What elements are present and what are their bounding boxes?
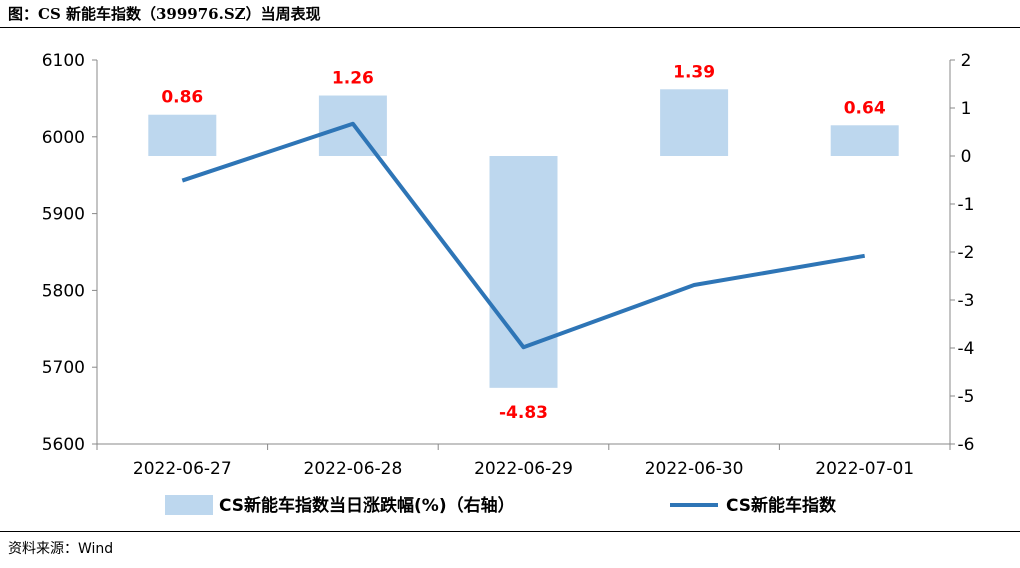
right-axis-tick-label: -2 [958, 243, 975, 263]
right-axis-tick-label: -6 [958, 435, 975, 455]
right-axis-tick-label: 1 [961, 99, 972, 119]
left-axis-tick-label: 5800 [42, 281, 85, 301]
left-axis-tick-label: 5700 [42, 358, 85, 378]
legend-bar-label: CS新能车指数当日涨跌幅(%)（右轴） [219, 495, 515, 516]
right-axis-tick-label: -1 [958, 195, 975, 215]
legend-line-label: CS新能车指数 [726, 495, 837, 516]
right-axis-tick-label: -5 [958, 387, 975, 407]
x-axis-tick-label: 2022-06-27 [133, 459, 232, 479]
change-data-label: 0.86 [161, 88, 203, 108]
right-axis-tick-label: -4 [958, 339, 975, 359]
right-axis-tick-label: 0 [961, 147, 972, 167]
change-bar [148, 114, 217, 156]
bottom-divider [0, 531, 1020, 532]
chart-area: 6100 6000 5900 5800 5700 5600 2 1 0 -1 -2 -3 -4 -5 -6 2… [42, 51, 975, 516]
right-axis-tick-label: 2 [961, 51, 972, 71]
chart-title: 图：CS 新能车指数（399976.SZ）当周表现 [8, 5, 321, 23]
change-data-label: -4.83 [499, 403, 548, 423]
index-line [181, 121, 866, 350]
change-data-label: 0.64 [844, 98, 886, 118]
change-bar [830, 125, 899, 156]
legend-bar-swatch [165, 495, 213, 515]
left-axis-tick-label: 5900 [42, 205, 85, 225]
left-axis-tick-label: 6000 [42, 128, 85, 148]
x-axis-tick-label: 2022-06-29 [474, 459, 573, 479]
x-axis-tick-label: 2022-06-28 [304, 459, 403, 479]
left-axis-tick-label: 6100 [42, 51, 85, 71]
change-bar [489, 156, 558, 388]
change-bar [660, 89, 729, 156]
change-data-label: 1.39 [673, 62, 715, 82]
source-note: 资料来源：Wind [8, 541, 114, 557]
right-axis-tick-label: -3 [958, 291, 975, 311]
change-data-label: 1.26 [332, 69, 374, 89]
x-axis-tick-label: 2022-07-01 [815, 459, 914, 479]
x-axis-tick-label: 2022-06-30 [645, 459, 744, 479]
top-divider [0, 27, 1020, 28]
left-axis-tick-label: 5600 [42, 435, 85, 455]
